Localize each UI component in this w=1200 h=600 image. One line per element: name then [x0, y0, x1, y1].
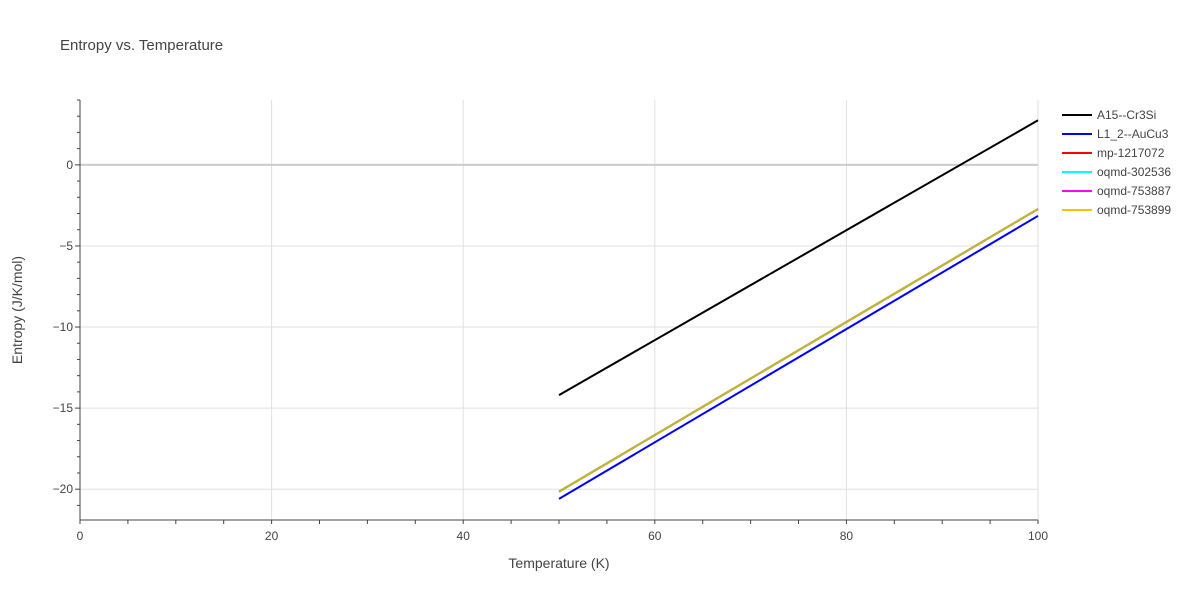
legend[interactable]: A15--Cr3Si L1_2--AuCu3 mp-1217072 oqmd-3025…: [1062, 108, 1171, 217]
legend-item[interactable]: oqmd-753887: [1062, 184, 1171, 198]
x-tick-label: 100: [1028, 529, 1048, 543]
series-line-oqmd-753899: [558, 208, 1039, 493]
legend-item[interactable]: oqmd-753899: [1062, 203, 1171, 217]
y-tick-label: −10: [53, 320, 74, 334]
x-tick-label: 80: [840, 529, 854, 543]
series-lines: [558, 119, 1039, 500]
legend-item[interactable]: oqmd-302536: [1062, 165, 1171, 179]
legend-label: L1_2--AuCu3: [1097, 127, 1169, 141]
legend-item[interactable]: A15--Cr3Si: [1062, 108, 1156, 122]
series-line-A15--Cr3Si: [558, 119, 1039, 396]
legend-item[interactable]: L1_2--AuCu3: [1062, 127, 1169, 141]
legend-label: oqmd-753887: [1097, 184, 1171, 198]
y-tick-label: −15: [53, 401, 74, 415]
grid-lines: [80, 100, 1039, 520]
legend-label: mp-1217072: [1097, 146, 1165, 160]
axes: 0 20 40 60 80 100 −20 −15 −10 −5 0: [53, 99, 1048, 543]
x-axis-title: Temperature (K): [508, 555, 609, 571]
x-tick-label: 20: [265, 529, 279, 543]
legend-label: oqmd-753899: [1097, 203, 1171, 217]
x-tick-label: 40: [457, 529, 471, 543]
x-tick-label: 60: [648, 529, 662, 543]
series-line-L1_2--AuCu3: [558, 215, 1039, 500]
y-tick-label: −5: [59, 239, 73, 253]
y-tick-label: −20: [53, 482, 74, 496]
y-tick-label: 0: [66, 158, 73, 172]
x-tick-label: 0: [77, 529, 84, 543]
chart-title: Entropy vs. Temperature: [60, 37, 223, 54]
legend-label: oqmd-302536: [1097, 165, 1171, 179]
legend-label: A15--Cr3Si: [1097, 108, 1156, 122]
legend-item[interactable]: mp-1217072: [1062, 146, 1165, 160]
y-axis-title: Entropy (J/K/mol): [9, 256, 25, 364]
